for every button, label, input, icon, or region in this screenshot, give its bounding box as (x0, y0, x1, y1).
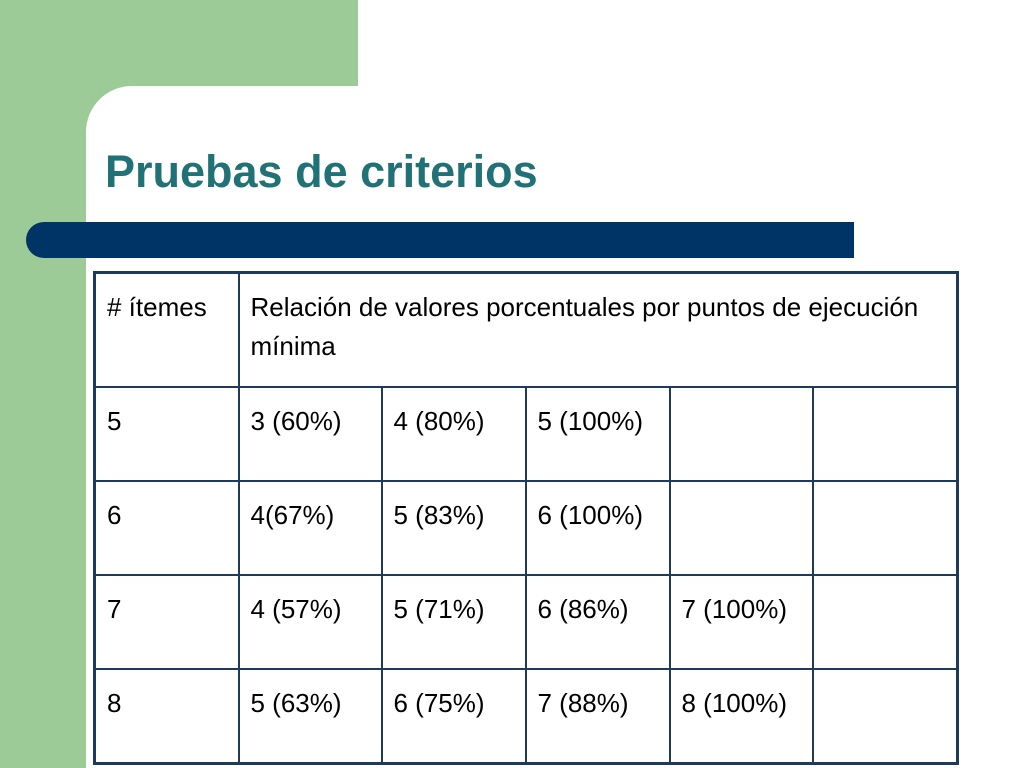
value-cell: 4 (57%) (237, 574, 383, 670)
items-cell: 7 (93, 574, 240, 670)
value-cell (811, 574, 959, 670)
value-cell: 4 (80%) (380, 386, 527, 482)
value-cell (668, 480, 814, 576)
table-row: 7 4 (57%) 5 (71%) 6 (86%) 7 (100%) (93, 574, 959, 670)
value-cell: 5 (83%) (380, 480, 527, 576)
value-cell (668, 386, 814, 482)
items-cell: 6 (93, 480, 240, 576)
slide-title: Pruebas de criterios (105, 146, 538, 197)
title-accent-bar (26, 222, 854, 258)
criteria-table: # ítemes Relación de valores porcentuale… (93, 271, 960, 765)
value-cell: 3 (60%) (237, 386, 383, 482)
value-cell: 5 (100%) (524, 386, 671, 482)
value-cell: 5 (63%) (237, 668, 383, 765)
table-row: 8 5 (63%) 6 (75%) 7 (88%) 8 (100%) (93, 668, 959, 765)
header-items-cell: # ítemes (93, 271, 240, 388)
items-cell: 8 (93, 668, 240, 765)
value-cell: 6 (75%) (380, 668, 527, 765)
value-cell (811, 668, 959, 765)
value-cell: 4(67%) (237, 480, 383, 576)
value-cell: 5 (71%) (380, 574, 527, 670)
table-row: 6 4(67%) 5 (83%) 6 (100%) (93, 480, 959, 576)
table-row: 5 3 (60%) 4 (80%) 5 (100%) (93, 386, 959, 482)
value-cell: 7 (100%) (668, 574, 814, 670)
items-cell: 5 (93, 386, 240, 482)
table-header-row: # ítemes Relación de valores porcentuale… (93, 271, 959, 388)
value-cell: 6 (100%) (524, 480, 671, 576)
value-cell: 7 (88%) (524, 668, 671, 765)
value-cell (811, 480, 959, 576)
value-cell: 6 (86%) (524, 574, 671, 670)
value-cell (811, 386, 959, 482)
header-description-cell: Relación de valores porcentuales por pun… (237, 271, 959, 388)
value-cell: 8 (100%) (668, 668, 814, 765)
